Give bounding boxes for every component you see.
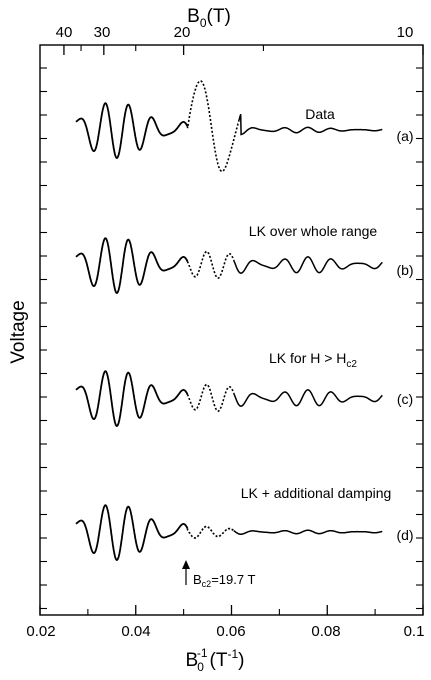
series-b-tail [233,256,383,274]
bottom-tick-label-0.02: 0.02 [26,623,55,640]
series-label-d: LK + additional damping [241,485,392,501]
series-b-dotted [186,250,235,279]
series-label-a: Data [305,106,335,122]
series-a-dotted [186,80,240,173]
panel-letter-a: (a) [396,128,413,144]
series-b-solid [75,237,189,294]
top-tick-label-10: 10 [397,24,414,41]
series-c-dotted [186,383,235,412]
bottom-tick-label-0.06: 0.06 [216,623,245,640]
bottom-tick-label-0.1: 0.1 [404,623,425,640]
curves-layer [75,80,383,561]
panel-letter-d: (d) [396,527,413,543]
series-d-solid [75,504,189,561]
bottom-tick-label-0.08: 0.08 [311,623,340,640]
panel-letter-c: (c) [397,391,413,407]
series-label-c: LK for H > Hc2 [269,350,357,370]
bc2-arrow-head [182,560,190,569]
bc2-annotation: Bc2=19.7 T [193,572,255,589]
top-axis-title: B0(T) [187,6,231,30]
top-tick-label-40: 40 [56,24,73,41]
top-tick-label-20: 20 [174,24,191,41]
series-d-tail [233,529,383,535]
series-a-tail [237,114,383,136]
series-a-solid [75,102,189,159]
panel-letter-b: (b) [396,262,413,278]
series-d-dotted [186,525,235,539]
top-tick-label-30: 30 [94,24,111,41]
y-axis-label: Voltage [8,300,29,363]
series-c-tail [233,389,383,407]
series-c-solid [75,370,189,427]
ticks-layer [39,45,424,615]
series-label-b: LK over whole range [249,223,378,239]
bottom-tick-label-0.04: 0.04 [121,623,150,640]
bottom-axis-title: B0-1 (T-1) [186,646,245,674]
